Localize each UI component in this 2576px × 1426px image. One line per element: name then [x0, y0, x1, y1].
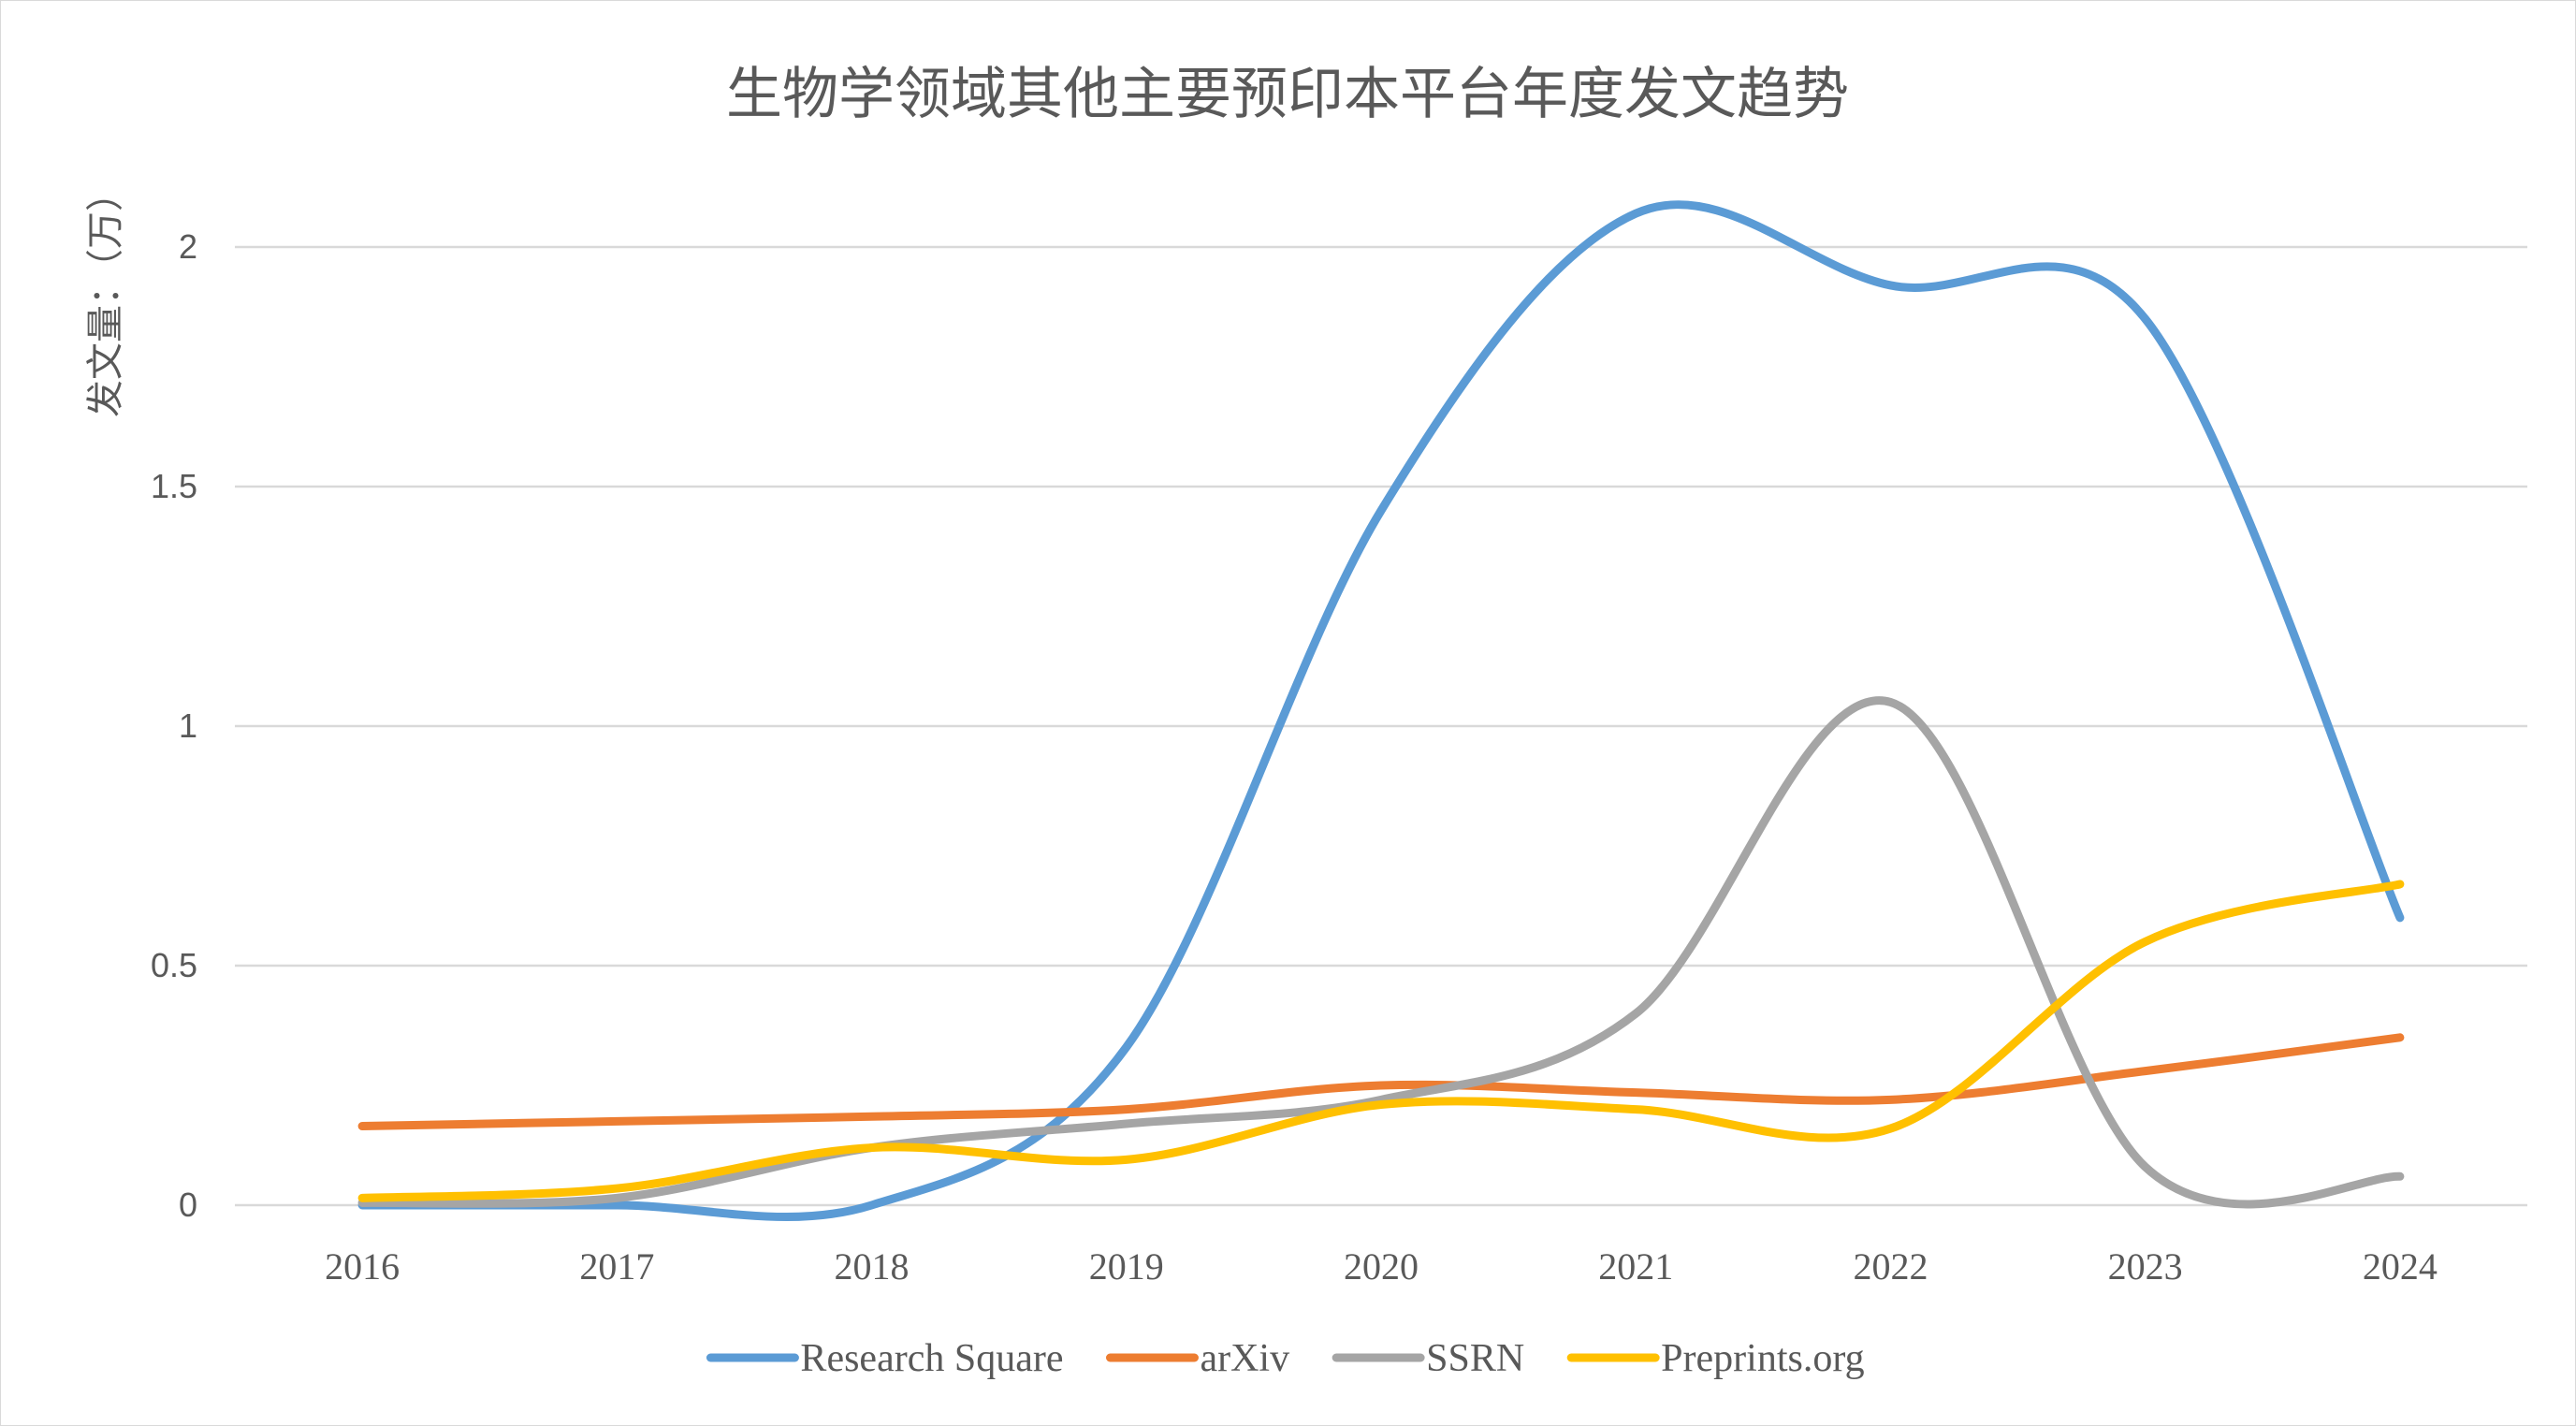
chart-title: 生物学领域其他主要预印本平台年度发文趋势: [726, 62, 1849, 127]
legend-item: SSRN: [1332, 1337, 1524, 1380]
y-axis-ticks: 0 0.5 1 1.5 2: [151, 227, 197, 1224]
x-tick-label: 2017: [579, 1245, 654, 1288]
series-line-research-square: [357, 200, 2405, 1221]
y-tick-label: 1: [179, 706, 197, 745]
y-tick-label: 0: [179, 1186, 197, 1224]
legend-label: Research Square: [800, 1337, 1063, 1380]
series-line-arxiv: [357, 1033, 2405, 1131]
x-tick-label: 2021: [1598, 1245, 1673, 1288]
legend-label: Preprints.org: [1661, 1337, 1864, 1380]
x-tick-label: 2024: [2363, 1245, 2438, 1288]
legend-item: Preprints.org: [1566, 1337, 1865, 1380]
y-tick-label: 1.5: [151, 467, 197, 505]
legend: Research Square arXiv SSRN Preprints.org: [706, 1337, 1865, 1380]
series-line-preprints-org: [357, 880, 2405, 1202]
legend-label: arXiv: [1200, 1337, 1289, 1380]
x-axis-ticks: 2016 2017 2018 2019 2020 2021 2022 2023 2024: [325, 1245, 2438, 1288]
series-lines: [357, 200, 2405, 1221]
gridlines: [235, 245, 2527, 1207]
x-tick-label: 2023: [2108, 1245, 2183, 1288]
x-tick-label: 2019: [1089, 1245, 1164, 1288]
x-tick-label: 2022: [1853, 1245, 1928, 1288]
x-tick-label: 2016: [325, 1245, 400, 1288]
legend-label: SSRN: [1426, 1337, 1524, 1380]
y-tick-label: 2: [179, 227, 197, 266]
legend-item: arXiv: [1105, 1337, 1289, 1380]
series-line-ssrn: [357, 696, 2405, 1209]
legend-item: Research Square: [706, 1337, 1063, 1380]
y-tick-label: 0.5: [151, 946, 197, 984]
x-tick-label: 2018: [835, 1245, 910, 1288]
x-tick-label: 2020: [1344, 1245, 1419, 1288]
y-axis-label: 发文量：（万）: [84, 174, 127, 417]
